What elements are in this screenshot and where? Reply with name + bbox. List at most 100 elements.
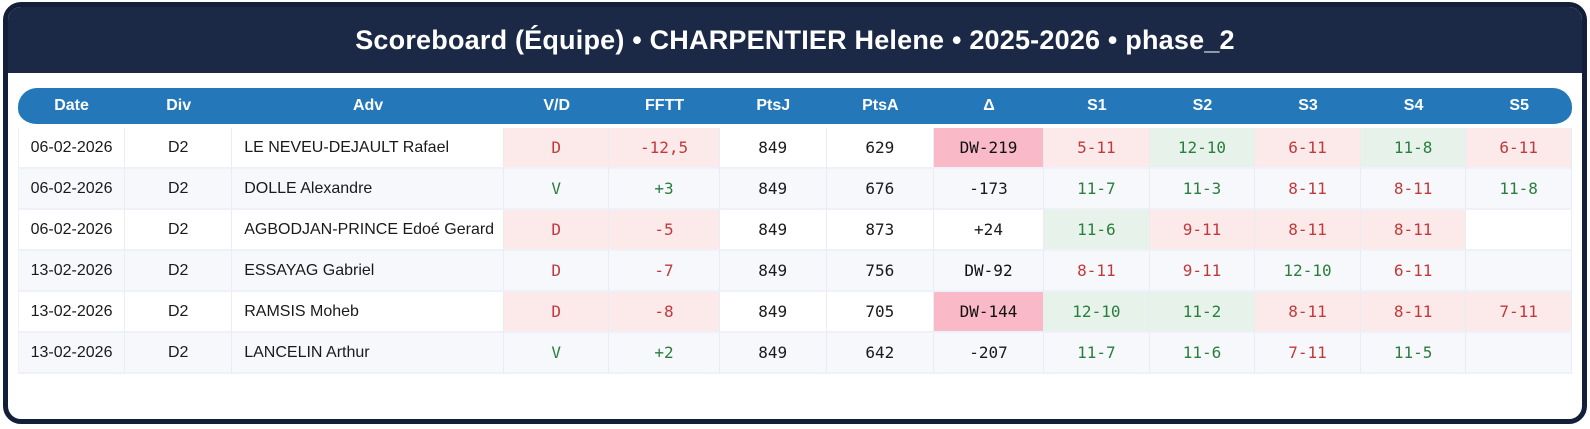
- cell-adversary: RAMSIS Moheb: [232, 292, 504, 333]
- cell-fftt-points: +2: [609, 333, 720, 374]
- cell-victory-defeat: D: [503, 292, 610, 333]
- cell-set-s5: 11-8: [1466, 169, 1572, 210]
- table-row: 06-02-2026 D2 LE NEVEU-DEJAULT Rafael D -12,…: [18, 128, 1572, 169]
- column-header-9: S2: [1149, 88, 1256, 128]
- table-row: 06-02-2026 D2 AGBODJAN-PRINCE Edoé Gerard D…: [18, 210, 1572, 251]
- column-header-7: Δ: [933, 88, 1045, 128]
- cell-set-s2: 9-11: [1149, 210, 1256, 251]
- cell-adversary-points: 873: [826, 210, 934, 251]
- title-bar: Scoreboard (Équipe) • CHARPENTIER Helene…: [8, 7, 1582, 73]
- cell-fftt-points: +3: [609, 169, 720, 210]
- cell-set-s4: 11-5: [1360, 333, 1467, 374]
- cell-fftt-points: -5: [609, 210, 720, 251]
- table-row: 06-02-2026 D2 DOLLE Alexandre V +3 849 676 -173…: [18, 169, 1572, 210]
- cell-adversary-points: 756: [826, 251, 934, 292]
- cell-victory-defeat: V: [503, 169, 610, 210]
- cell-set-s1: 11-7: [1044, 333, 1150, 374]
- cell-set-s1: 11-6: [1044, 210, 1150, 251]
- cell-division: D2: [125, 333, 233, 374]
- cell-delta: -173: [933, 169, 1045, 210]
- column-header-3: V/D: [503, 88, 610, 128]
- column-header-11: S4: [1360, 88, 1467, 128]
- column-header-2: Adv: [232, 88, 504, 128]
- cell-set-s1: 8-11: [1044, 251, 1150, 292]
- cell-set-s3: 8-11: [1255, 169, 1361, 210]
- column-header-8: S1: [1044, 88, 1150, 128]
- cell-set-s3: 6-11: [1255, 128, 1361, 169]
- cell-player-points: 849: [719, 128, 827, 169]
- cell-adversary-points: 642: [826, 333, 934, 374]
- cell-set-s3: 12-10: [1255, 251, 1361, 292]
- table-header: Date Div Adv V/D FFTT PtsJ PtsA Δ S1 S2 S3 S4 S5: [18, 88, 1572, 128]
- cell-set-s1: 11-7: [1044, 169, 1150, 210]
- cell-delta: +24: [933, 210, 1045, 251]
- cell-set-s2: 12-10: [1149, 128, 1256, 169]
- cell-division: D2: [125, 128, 233, 169]
- cell-adversary-points: 705: [826, 292, 934, 333]
- cell-set-s1: 12-10: [1044, 292, 1150, 333]
- column-header-5: PtsJ: [719, 88, 827, 128]
- cell-adversary: DOLLE Alexandre: [232, 169, 504, 210]
- cell-division: D2: [125, 210, 233, 251]
- cell-division: D2: [125, 169, 233, 210]
- cell-division: D2: [125, 292, 233, 333]
- cell-adversary: AGBODJAN-PRINCE Edoé Gerard: [232, 210, 504, 251]
- cell-set-s4: 8-11: [1360, 292, 1467, 333]
- cell-set-s2: 9-11: [1149, 251, 1256, 292]
- scoreboard-card: Scoreboard (Équipe) • CHARPENTIER Helene…: [3, 2, 1587, 424]
- table-container: Date Div Adv V/D FFTT PtsJ PtsA Δ S1 S2 S3 S4 S5 06-…: [8, 73, 1582, 380]
- cell-set-s5: [1466, 333, 1572, 374]
- cell-division: D2: [125, 251, 233, 292]
- column-header-12: S5: [1466, 88, 1572, 128]
- page-title: Scoreboard (Équipe) • CHARPENTIER Helene…: [355, 24, 1235, 55]
- cell-set-s4: 11-8: [1360, 128, 1467, 169]
- cell-adversary-points: 676: [826, 169, 934, 210]
- cell-set-s5: [1466, 210, 1572, 251]
- cell-player-points: 849: [719, 292, 827, 333]
- cell-player-points: 849: [719, 333, 827, 374]
- cell-set-s2: 11-6: [1149, 333, 1256, 374]
- column-header-0: Date: [18, 88, 126, 128]
- cell-date: 13-02-2026: [18, 251, 126, 292]
- cell-date: 06-02-2026: [18, 210, 126, 251]
- cell-adversary: LANCELIN Arthur: [232, 333, 504, 374]
- table-row: 13-02-2026 D2 ESSAYAG Gabriel D -7 849 756 DW-9…: [18, 251, 1572, 292]
- cell-set-s1: 5-11: [1044, 128, 1150, 169]
- table-row: 13-02-2026 D2 LANCELIN Arthur V +2 849 642 -207…: [18, 333, 1572, 374]
- cell-set-s5: [1466, 251, 1572, 292]
- column-header-6: PtsA: [826, 88, 934, 128]
- cell-victory-defeat: D: [503, 128, 610, 169]
- cell-date: 13-02-2026: [18, 292, 126, 333]
- cell-player-points: 849: [719, 210, 827, 251]
- table-body: 06-02-2026 D2 LE NEVEU-DEJAULT Rafael D -12,…: [18, 128, 1572, 374]
- cell-player-points: 849: [719, 251, 827, 292]
- column-header-10: S3: [1255, 88, 1361, 128]
- cell-fftt-points: -8: [609, 292, 720, 333]
- cell-delta: DW-144: [933, 292, 1045, 333]
- cell-set-s4: 8-11: [1360, 210, 1467, 251]
- cell-player-points: 849: [719, 169, 827, 210]
- cell-victory-defeat: V: [503, 333, 610, 374]
- column-header-4: FFTT: [609, 88, 720, 128]
- cell-fftt-points: -7: [609, 251, 720, 292]
- cell-delta: DW-92: [933, 251, 1045, 292]
- cell-adversary: ESSAYAG Gabriel: [232, 251, 504, 292]
- cell-set-s5: 7-11: [1466, 292, 1572, 333]
- table-header-row: Date Div Adv V/D FFTT PtsJ PtsA Δ S1 S2 S3 S4 S5: [18, 88, 1572, 128]
- cell-set-s2: 11-2: [1149, 292, 1256, 333]
- column-header-1: Div: [125, 88, 233, 128]
- scoreboard-table: Date Div Adv V/D FFTT PtsJ PtsA Δ S1 S2 S3 S4 S5 06-…: [18, 88, 1572, 374]
- cell-delta: DW-219: [933, 128, 1045, 169]
- cell-set-s3: 8-11: [1255, 210, 1361, 251]
- cell-date: 06-02-2026: [18, 169, 126, 210]
- cell-set-s2: 11-3: [1149, 169, 1256, 210]
- cell-set-s3: 7-11: [1255, 333, 1361, 374]
- cell-set-s4: 8-11: [1360, 169, 1467, 210]
- cell-victory-defeat: D: [503, 210, 610, 251]
- cell-set-s4: 6-11: [1360, 251, 1467, 292]
- cell-date: 13-02-2026: [18, 333, 126, 374]
- table-row: 13-02-2026 D2 RAMSIS Moheb D -8 849 705 DW-144 1…: [18, 292, 1572, 333]
- cell-set-s3: 8-11: [1255, 292, 1361, 333]
- cell-victory-defeat: D: [503, 251, 610, 292]
- cell-delta: -207: [933, 333, 1045, 374]
